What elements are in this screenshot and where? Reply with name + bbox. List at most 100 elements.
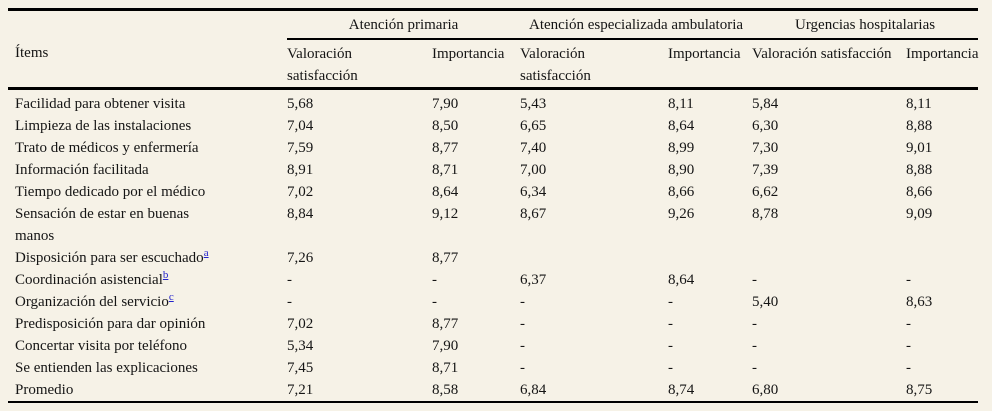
item-cell: Información facilitada xyxy=(8,159,287,181)
value-cell: 5,40 xyxy=(752,294,779,310)
group-header-urgencias-hospitalarias: Urgencias hospitalarias xyxy=(752,9,979,40)
item-text: Tiempo dedicado por el médico xyxy=(15,184,206,200)
value-cell: - xyxy=(287,294,292,310)
value-cell: 8,74 xyxy=(668,382,695,398)
value-cell: 7,90 xyxy=(432,338,459,354)
value-cell: 8,64 xyxy=(432,184,459,200)
value-cell: 7,21 xyxy=(287,382,314,398)
value-cell: 8,91 xyxy=(287,162,314,178)
item-text: Facilidad para obtener visita xyxy=(15,96,186,112)
satisfaction-importance-table: Ítems Atención primaria Atención especia… xyxy=(8,8,979,403)
item-text: Organización del servicio xyxy=(15,294,169,310)
table-row: Disposición para ser escuchadoa 7,26 8,77 xyxy=(8,247,978,269)
item-text: Información facilitada xyxy=(15,162,149,178)
footnote-link-a[interactable]: a xyxy=(203,247,209,259)
value-cell: 8,50 xyxy=(432,118,459,134)
item-cell: Facilidad para obtener visita xyxy=(8,89,287,116)
value-cell: 7,04 xyxy=(287,118,314,134)
value-cell: 6,80 xyxy=(752,382,779,398)
value-cell: 8,66 xyxy=(906,184,933,200)
item-cell: Predisposición para dar opinión xyxy=(8,313,287,335)
item-text: Promedio xyxy=(15,382,74,398)
value-cell: 7,02 xyxy=(287,316,314,332)
value-cell: - xyxy=(752,338,758,354)
value-cell: 6,84 xyxy=(520,382,547,398)
value-cell: - xyxy=(668,316,674,332)
value-cell: 5,34 xyxy=(287,338,314,354)
item-text: Se entienden las explicaciones xyxy=(15,360,198,376)
footnote-link-b[interactable]: b xyxy=(162,269,169,281)
value-cell: - xyxy=(906,272,912,288)
item-text: Predisposición para dar opinión xyxy=(15,316,206,332)
item-text: Concertar visita por teléfono xyxy=(15,338,188,354)
items-column-header: Ítems xyxy=(15,45,49,61)
value-cell: 8,90 xyxy=(668,162,695,178)
value-cell xyxy=(520,247,668,269)
value-cell: - xyxy=(520,316,526,332)
value-cell: 9,12 xyxy=(432,206,459,222)
table-row: Trato de médicos y enfermería 7,59 8,77 7,4… xyxy=(8,137,978,159)
table-row: Coordinación asistencialb - -6,37 8,64- - xyxy=(8,269,978,291)
value-cell: 8,75 xyxy=(906,382,933,398)
item-text: Trato de médicos y enfermería xyxy=(15,140,199,156)
item-cell: Organización del servicioc xyxy=(8,291,287,313)
table-row: Organización del servicioc - - - -5,40 8,63 xyxy=(8,291,978,313)
value-cell: 8,66 xyxy=(668,184,695,200)
value-cell xyxy=(668,247,752,269)
value-cell: 6,65 xyxy=(520,118,547,134)
table-row: Promedio 7,21 8,58 6,84 8,74 6,80 8,75 xyxy=(8,379,978,402)
item-cell: Limpieza de las instalaciones xyxy=(8,115,287,137)
value-cell: - xyxy=(752,360,758,376)
value-cell: 8,71 xyxy=(432,360,459,376)
subheader-importancia-especializada: Importancia xyxy=(668,46,741,62)
item-text: Sensación de estar en buenas manos xyxy=(15,206,190,244)
table-row: Se entienden las explicaciones 7,45 8,71 - -… xyxy=(8,357,978,379)
value-cell: 8,71 xyxy=(432,162,459,178)
value-cell: - xyxy=(906,338,912,354)
item-cell: Promedio xyxy=(8,379,287,402)
subheader-valoracion-satisfaccion-especializada: Valoración satisfacción xyxy=(520,46,591,84)
value-cell: 8,88 xyxy=(906,118,933,134)
value-cell: - xyxy=(668,360,674,376)
item-cell: Trato de médicos y enfermería xyxy=(8,137,287,159)
value-cell: 8,64 xyxy=(668,118,695,134)
value-cell: 8,99 xyxy=(668,140,695,156)
value-cell: 8,11 xyxy=(906,96,932,112)
value-cell: - xyxy=(520,360,526,376)
value-cell: 8,84 xyxy=(287,206,314,222)
value-cell: - xyxy=(520,338,526,354)
value-cell: 5,43 xyxy=(520,96,547,112)
value-cell xyxy=(906,247,978,269)
item-text: Coordinación asistencial xyxy=(15,272,163,288)
value-cell: 7,45 xyxy=(287,360,314,376)
value-cell: 8,77 xyxy=(432,250,459,266)
value-cell: 8,64 xyxy=(668,272,695,288)
subheader-valoracion-satisfaccion-urgencias: Valoración satisfacción xyxy=(752,46,892,62)
value-cell: 8,77 xyxy=(432,316,459,332)
item-cell: Disposición para ser escuchadoa xyxy=(8,247,287,269)
value-cell: 8,78 xyxy=(752,206,779,222)
value-cell: 8,67 xyxy=(520,206,547,222)
sub-header-row: Valoración satisfacción Importancia Valo… xyxy=(8,39,979,89)
value-cell: - xyxy=(287,272,292,288)
value-cell: 5,84 xyxy=(752,96,779,112)
value-cell: 7,00 xyxy=(520,162,547,178)
value-cell: 6,37 xyxy=(520,272,547,288)
value-cell: 6,30 xyxy=(752,118,779,134)
table-row: Facilidad para obtener visita 5,68 7,90 5,4… xyxy=(8,89,978,116)
item-cell: Se entienden las explicaciones xyxy=(8,357,287,379)
footnote-link-c[interactable]: c xyxy=(168,291,174,303)
value-cell: 7,02 xyxy=(287,184,314,200)
table-row: Predisposición para dar opinión 7,02 8,77 -… xyxy=(8,313,978,335)
group-header-row: Ítems Atención primaria Atención especia… xyxy=(8,9,979,61)
value-cell: 8,11 xyxy=(668,96,694,112)
table-row: Información facilitada 8,91 8,71 7,00 8,90 7,… xyxy=(8,159,978,181)
value-cell: 7,26 xyxy=(287,250,314,266)
value-cell: - xyxy=(432,272,437,288)
table-row: Tiempo dedicado por el médico 7,02 8,64 6,3… xyxy=(8,181,978,203)
value-cell: - xyxy=(668,338,674,354)
value-cell xyxy=(752,247,906,269)
table-row: Concertar visita por teléfono 5,34 7,90 - - -… xyxy=(8,335,978,357)
value-cell: - xyxy=(752,316,758,332)
value-cell: 7,30 xyxy=(752,140,779,156)
